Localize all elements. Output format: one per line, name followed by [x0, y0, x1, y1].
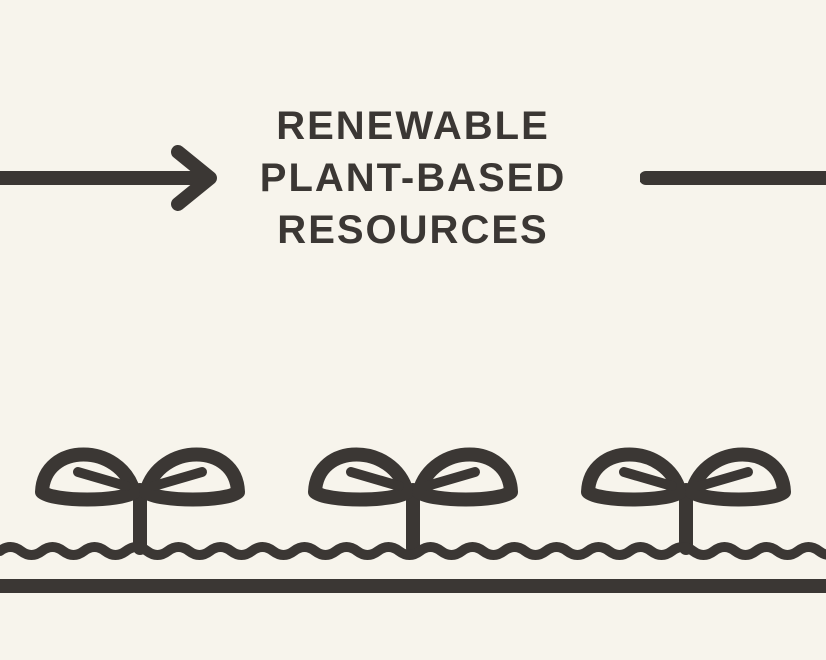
arrow-left-icon [0, 138, 240, 218]
flow-line-right [640, 168, 826, 188]
title-line-2: PLANT-BASED [260, 152, 566, 204]
ground-line [0, 579, 826, 593]
wave-line [0, 539, 826, 563]
title-line-1: RENEWABLE [260, 100, 566, 152]
title-line-3: RESOURCES [260, 204, 566, 256]
title-block: RENEWABLE PLANT-BASED RESOURCES [260, 100, 566, 256]
